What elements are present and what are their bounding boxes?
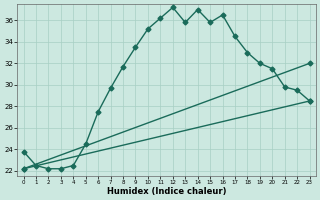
X-axis label: Humidex (Indice chaleur): Humidex (Indice chaleur) [107, 187, 226, 196]
